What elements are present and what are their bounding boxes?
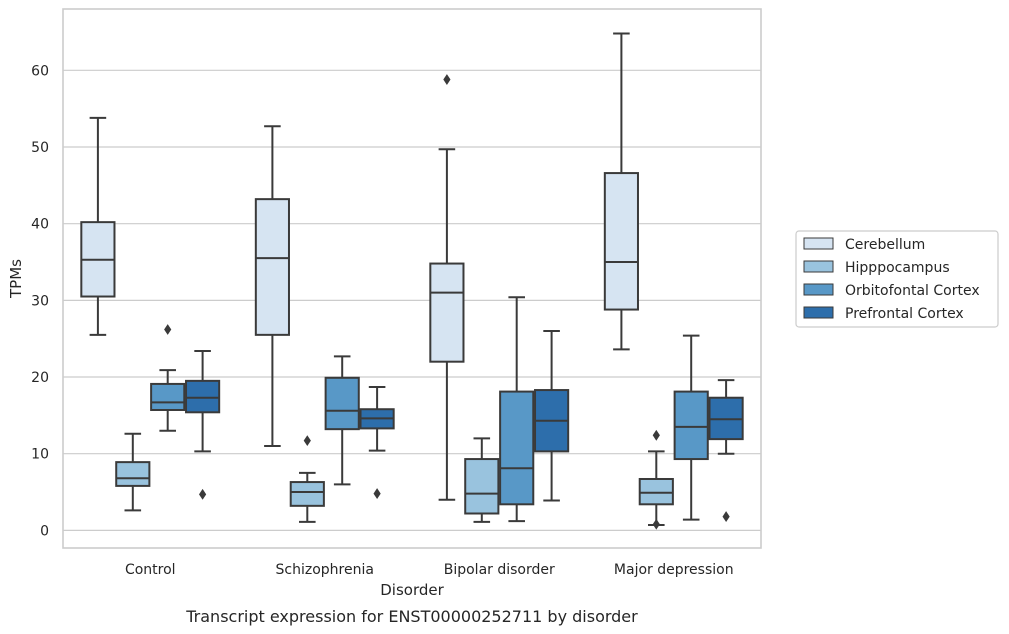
box-2-1 — [115, 432, 151, 512]
outlier-1 — [164, 324, 172, 335]
outlier-1 — [199, 488, 207, 500]
box-iqr — [638, 477, 674, 506]
box-3-2 — [324, 355, 360, 486]
box-2-4 — [638, 429, 674, 530]
y-tick-label-50: 50 — [31, 140, 49, 156]
outlier-1 — [303, 435, 311, 447]
box-2-3 — [464, 437, 500, 523]
series-3 — [150, 296, 709, 523]
box-4-2 — [359, 385, 395, 499]
y-tick-label-30: 30 — [31, 293, 49, 309]
y-tick-label-0: 0 — [40, 523, 49, 539]
x-tick-labels: Control Schizophrenia Bipolar disorder Majo… — [125, 562, 734, 578]
legend-item-3: Orbitofontal Cortex — [803, 283, 980, 299]
legend-swatch — [803, 260, 834, 273]
y-tick-label-60: 60 — [31, 63, 49, 79]
legend-frame — [795, 230, 999, 328]
series-1 — [80, 32, 639, 501]
chart-caption: Transcript expression for ENST0000025271… — [185, 607, 638, 626]
legend-label: Cerebellum — [845, 237, 925, 253]
box-1-3 — [429, 74, 465, 501]
box-iqr — [673, 390, 709, 461]
box-iqr — [289, 481, 325, 507]
y-tick-labels: 0 10 20 30 40 50 60 — [31, 63, 49, 539]
legend-swatch — [803, 237, 834, 250]
y-tick-label-10: 10 — [31, 447, 49, 463]
series-2 — [115, 429, 674, 530]
x-tick-label-3: Bipolar disorder — [444, 562, 555, 578]
box-iqr — [115, 461, 151, 487]
series-4 — [185, 330, 744, 522]
legend-swatch — [803, 306, 834, 319]
x-tick-label-2: Schizophrenia — [276, 562, 374, 578]
outlier-1 — [652, 429, 660, 441]
box-3-4 — [673, 334, 709, 521]
box-iqr — [464, 458, 500, 515]
box-3-1 — [150, 324, 186, 432]
box-3-3 — [499, 296, 535, 523]
outlier-1 — [443, 74, 451, 85]
plot-frame — [62, 8, 762, 549]
box-4-3 — [534, 330, 570, 502]
outlier-2 — [652, 518, 660, 530]
outlier-1 — [722, 511, 730, 522]
box-1-2 — [254, 125, 290, 448]
legend-label: Orbitofontal Cortex — [845, 283, 980, 299]
box-iqr — [603, 172, 639, 311]
y-tick-label-20: 20 — [31, 370, 49, 386]
box-2-2 — [289, 435, 325, 523]
grid-lines — [63, 69, 761, 531]
box-1-1 — [80, 116, 116, 336]
outlier-1 — [373, 488, 381, 499]
legend-label: Hipppocampus — [845, 260, 950, 276]
box-iqr — [429, 262, 465, 363]
legend-label: Prefrontal Cortex — [845, 306, 964, 322]
legend-swatch — [803, 283, 834, 296]
y-axis-label: TPMs — [7, 259, 25, 299]
legend-item-1: Cerebellum — [803, 237, 925, 253]
x-tick-label-4: Major depression — [614, 562, 734, 578]
box-iqr — [254, 198, 290, 336]
box-1-4 — [603, 32, 639, 351]
box-iqr — [324, 376, 360, 431]
box-plot-series — [80, 32, 744, 530]
box-iqr — [150, 382, 186, 411]
x-axis-label: Disorder — [380, 581, 444, 599]
legend-item-4: Prefrontal Cortex — [803, 306, 964, 322]
x-tick-label-1: Control — [125, 562, 176, 578]
box-iqr — [185, 379, 221, 414]
legend-item-2: Hipppocampus — [803, 260, 950, 276]
legend: Cerebellum Hipppocampus Orbitofontal Corte… — [795, 230, 999, 328]
box-4-4 — [708, 379, 744, 522]
box-4-1 — [185, 349, 221, 500]
box-iqr — [499, 390, 535, 506]
y-tick-label-40: 40 — [31, 217, 49, 233]
